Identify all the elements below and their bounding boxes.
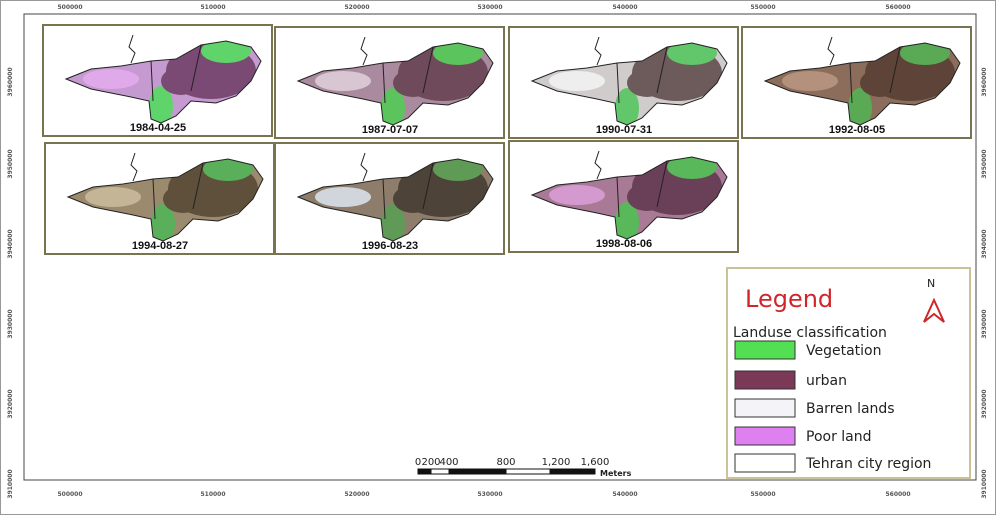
right-tick-label: 3960000 [981,67,988,96]
image-patch [315,71,371,91]
bottom-tick-label: 500000 [57,491,82,498]
right-tick-label: 3920000 [981,389,988,418]
scale-segment [550,469,595,474]
bottom-tick-label: 540000 [612,491,637,498]
top-tick-label: 510000 [200,4,225,11]
scale-label: 1,600 [581,457,610,468]
panel-date: 1996-08-23 [362,240,418,252]
image-patch [85,187,141,207]
scale-segment [431,469,449,474]
top-tick-label: 520000 [344,4,369,11]
bottom-tick-label: 510000 [200,491,225,498]
panel-date: 1990-07-31 [596,124,652,136]
scale-label: 400 [439,457,458,468]
image-patch [83,69,139,89]
panel-date: 1984-04-25 [130,122,186,134]
bottom-tick-label: 530000 [477,491,502,498]
right-tick-label: 3940000 [981,229,988,258]
image-patch [549,71,605,91]
legend-swatch [735,427,795,445]
panel-date: 1987-07-07 [362,124,418,136]
legend-label: Poor land [806,429,872,445]
map-figure: Legend N Landuse classification Meters 5… [0,0,996,515]
map-panel: 1992-08-05 [742,27,980,138]
right-tick-label: 3910000 [981,469,988,498]
top-tick-label: 540000 [612,4,637,11]
map-panel: 1996-08-23 [275,143,513,254]
bottom-tick-label: 560000 [885,491,910,498]
right-tick-label: 3950000 [981,149,988,178]
top-tick-label: 550000 [750,4,775,11]
legend-swatch [735,454,795,472]
scale-label: 800 [496,457,515,468]
left-tick-label: 3910000 [7,469,14,498]
top-tick-label: 500000 [57,4,82,11]
legend-swatch [735,399,795,417]
scale-label: 1,200 [542,457,571,468]
legend-label: Tehran city region [805,456,931,472]
scale-label: 200 [421,457,440,468]
bottom-tick-label: 550000 [750,491,775,498]
legend-swatch [735,371,795,389]
top-tick-label: 530000 [477,4,502,11]
right-tick-label: 3930000 [981,309,988,338]
legend-title: Legend [745,285,833,313]
scale-unit: Meters [600,469,632,478]
legend-label: Barren lands [806,401,895,417]
legend-label: Vegetation [806,343,882,359]
left-tick-label: 3920000 [7,389,14,418]
north-label: N [927,277,935,290]
legend-swatch [735,341,795,359]
panel-date: 1998-08-06 [596,238,652,250]
map-panel: 1984-04-25 [43,25,281,136]
map-panel: 1994-08-27 [45,143,283,254]
left-tick-label: 3950000 [7,149,14,178]
scale-label: 0 [415,457,421,468]
bottom-tick-label: 520000 [344,491,369,498]
image-patch [549,185,605,205]
panel-date: 1992-08-05 [829,124,885,136]
legend-label: urban [806,373,847,389]
map-panel: 1987-07-07 [275,27,513,138]
left-tick-label: 3960000 [7,67,14,96]
map-panel: 1990-07-31 [509,27,747,138]
scale-segment [506,469,550,474]
scale-segment [449,469,506,474]
left-tick-label: 3940000 [7,229,14,258]
image-patch [782,71,838,91]
image-patch [315,187,371,207]
top-tick-label: 560000 [885,4,910,11]
scale-segment [418,469,431,474]
map-panel: 1998-08-06 [509,141,747,252]
legend-subtitle: Landuse classification [733,325,887,341]
left-tick-label: 3930000 [7,309,14,338]
panel-date: 1994-08-27 [132,240,188,252]
